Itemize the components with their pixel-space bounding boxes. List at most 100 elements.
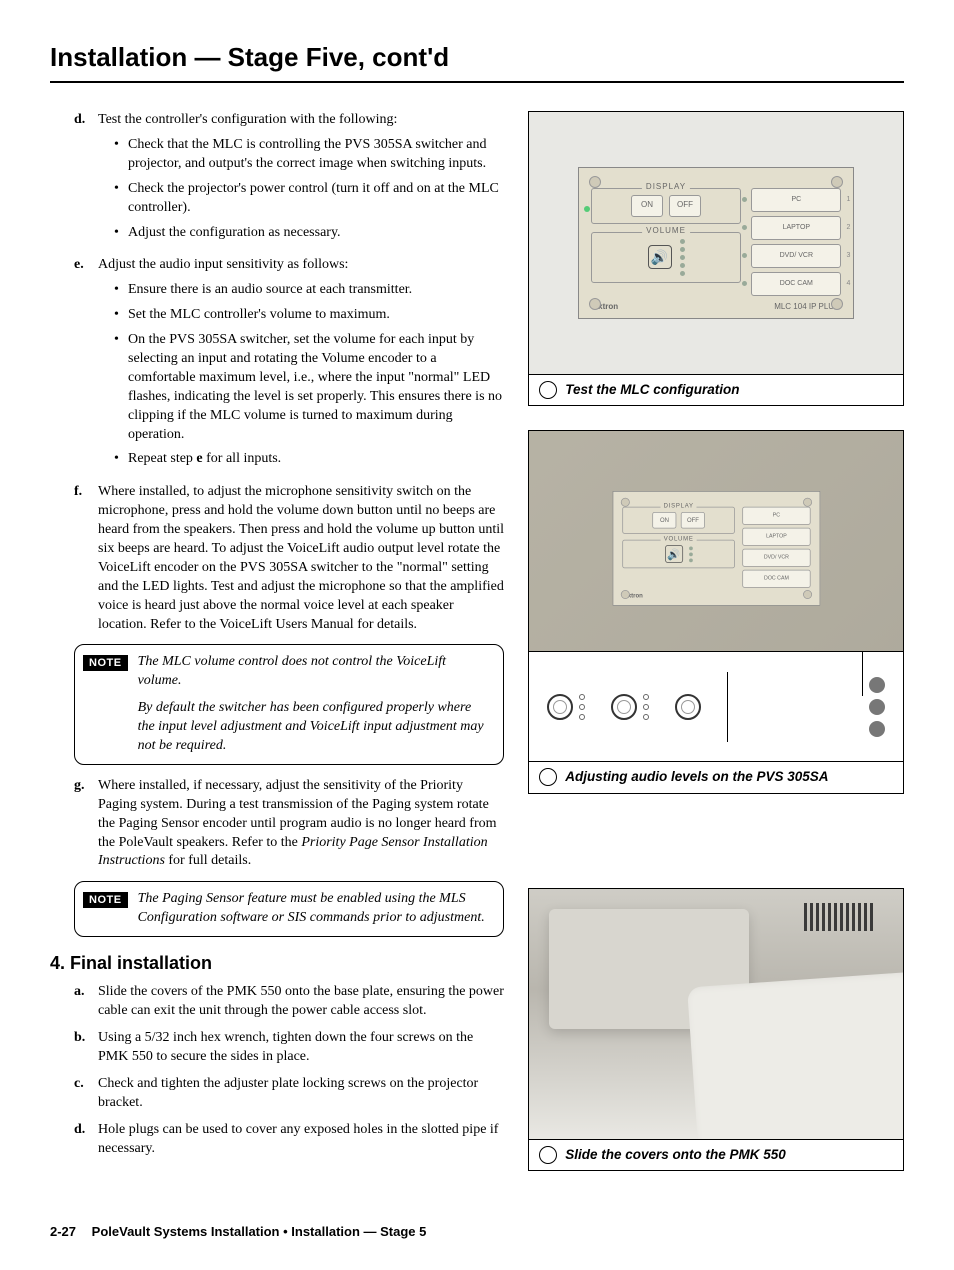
bullet-dot: •	[114, 331, 128, 444]
figure-caption: Adjusting audio levels on the PVS 305SA	[529, 761, 903, 792]
off-button: OFF	[669, 195, 701, 217]
rotary-knob-icon	[611, 694, 637, 720]
divider-line	[727, 672, 728, 742]
screw-icon	[831, 298, 843, 310]
note-box: NOTE The Paging Sensor feature must be e…	[74, 881, 504, 937]
left-column: d. Test the controller's configuration w…	[50, 111, 504, 1195]
bullet-dot: •	[114, 450, 128, 469]
jack-icon	[869, 699, 885, 715]
figure-caption: Slide the covers onto the PMK 550	[529, 1139, 903, 1170]
right-column: DISPLAY ON OFF VOLUME 🔊	[528, 111, 904, 1195]
bullet-text: Adjust the configuration as necessary.	[128, 224, 504, 243]
step-text: Adjust the audio input sensitivity as fo…	[98, 257, 348, 272]
bullet-item: •Check that the MLC is controlling the P…	[98, 136, 504, 174]
wire-line-icon	[743, 651, 863, 696]
step-text: Slide the covers of the PMK 550 onto the…	[98, 983, 504, 1021]
screw-icon	[803, 498, 812, 507]
page-number: 2-27	[50, 1224, 76, 1239]
step-text: Hole plugs can be used to cover any expo…	[98, 1121, 504, 1159]
step-marker: b.	[74, 1029, 98, 1067]
jack-icon	[869, 677, 885, 693]
led-icon	[742, 197, 747, 202]
bullet-text: On the PVS 305SA switcher, set the volum…	[128, 331, 504, 444]
bullet-item: •On the PVS 305SA switcher, set the volu…	[98, 331, 504, 444]
step-e: e. Adjust the audio input sensitivity as…	[74, 256, 504, 475]
step-text: Where installed, if necessary, adjust th…	[98, 777, 504, 871]
rotary-knob-icon	[675, 694, 701, 720]
note-badge: NOTE	[83, 892, 128, 908]
step-text: Test the controller's configuration with…	[98, 112, 397, 127]
bullet-text: Check the projector's power control (tur…	[128, 180, 504, 218]
jack-icon	[869, 721, 885, 737]
step-marker: f.	[74, 483, 98, 634]
bullet-item: •Repeat step e for all inputs.	[98, 450, 504, 469]
step-marker: e.	[74, 256, 98, 475]
knob-group	[675, 694, 701, 720]
circle-icon	[539, 1146, 557, 1164]
figure-mlc-config: DISPLAY ON OFF VOLUME 🔊	[528, 111, 904, 406]
step-4a: a. Slide the covers of the PMK 550 onto …	[74, 983, 504, 1021]
volume-knob-icon: 🔊	[648, 245, 672, 269]
source-button: PC1	[751, 188, 841, 212]
display-group: DISPLAY ON OFF	[591, 188, 741, 224]
page-title: Installation — Stage Five, cont'd	[50, 40, 904, 83]
pvs-diagram	[529, 651, 903, 761]
volume-group: VOLUME 🔊	[591, 232, 741, 283]
bullet-text: Ensure there is an audio source at each …	[128, 281, 504, 300]
source-button: DOC CAM4	[751, 272, 841, 296]
bullet-text: Check that the MLC is controlling the PV…	[128, 136, 504, 174]
bullet-dot: •	[114, 136, 128, 174]
screw-icon	[831, 176, 843, 188]
vent-slots-icon	[804, 903, 873, 931]
group-label: DISPLAY	[642, 182, 690, 193]
photo-placeholder	[529, 889, 903, 1139]
step-text: Check and tighten the adjuster plate loc…	[98, 1075, 504, 1113]
note-text: The MLC volume control does not control …	[138, 653, 492, 755]
volume-leds	[680, 239, 685, 276]
bullet-dot: •	[114, 281, 128, 300]
section-heading: 4. Final installation	[50, 951, 504, 975]
bullet-item: •Set the MLC controller's volume to maxi…	[98, 306, 504, 325]
screw-icon	[621, 498, 630, 507]
screw-icon	[589, 176, 601, 188]
knob-group	[611, 694, 649, 720]
note-box: NOTE The MLC volume control does not con…	[74, 644, 504, 764]
content-columns: d. Test the controller's configuration w…	[50, 111, 904, 1195]
step-marker: a.	[74, 983, 98, 1021]
mlc-panel-graphic: DISPLAY ON OFF VOLUME 🔊	[578, 167, 855, 320]
on-button: ON	[631, 195, 663, 217]
bullet-text: Set the MLC controller's volume to maxim…	[128, 306, 504, 325]
step-g: g. Where installed, if necessary, adjust…	[74, 777, 504, 871]
step-marker: d.	[74, 1121, 98, 1159]
note-badge: NOTE	[83, 655, 128, 671]
source-button: LAPTOP2	[751, 216, 841, 240]
led-icon	[742, 253, 747, 258]
circle-icon	[539, 768, 557, 786]
screw-icon	[803, 590, 812, 599]
step-text: Using a 5/32 inch hex wrench, tighten do…	[98, 1029, 504, 1067]
step-d: d. Test the controller's configuration w…	[74, 111, 504, 248]
footer-text: PoleVault Systems Installation • Install…	[92, 1224, 427, 1239]
led-icon	[742, 225, 747, 230]
projector-shape	[687, 970, 903, 1138]
bullet-dot: •	[114, 306, 128, 325]
bullet-text: Repeat step e for all inputs.	[128, 450, 504, 469]
bullet-item: •Ensure there is an audio source at each…	[98, 281, 504, 300]
bullet-dot: •	[114, 224, 128, 243]
bullet-item: •Adjust the configuration as necessary.	[98, 224, 504, 243]
step-marker: g.	[74, 777, 98, 871]
step-f: f. Where installed, to adjust the microp…	[74, 483, 504, 634]
group-label: VOLUME	[642, 226, 690, 237]
figure-caption: Test the MLC configuration	[529, 374, 903, 405]
note-text: The Paging Sensor feature must be enable…	[138, 890, 492, 928]
screw-icon	[621, 590, 630, 599]
step-text: Where installed, to adjust the microphon…	[98, 483, 504, 634]
source-button: DVD/ VCR3	[751, 244, 841, 268]
bullet-item: •Check the projector's power control (tu…	[98, 180, 504, 218]
rotary-knob-icon	[547, 694, 573, 720]
circle-icon	[539, 381, 557, 399]
led-column-icon	[579, 694, 585, 720]
figure-pmk-covers: Slide the covers onto the PMK 550	[528, 888, 904, 1171]
page-footer: 2-27 PoleVault Systems Installation • In…	[50, 1223, 904, 1241]
step-4c: c. Check and tighten the adjuster plate …	[74, 1075, 504, 1113]
